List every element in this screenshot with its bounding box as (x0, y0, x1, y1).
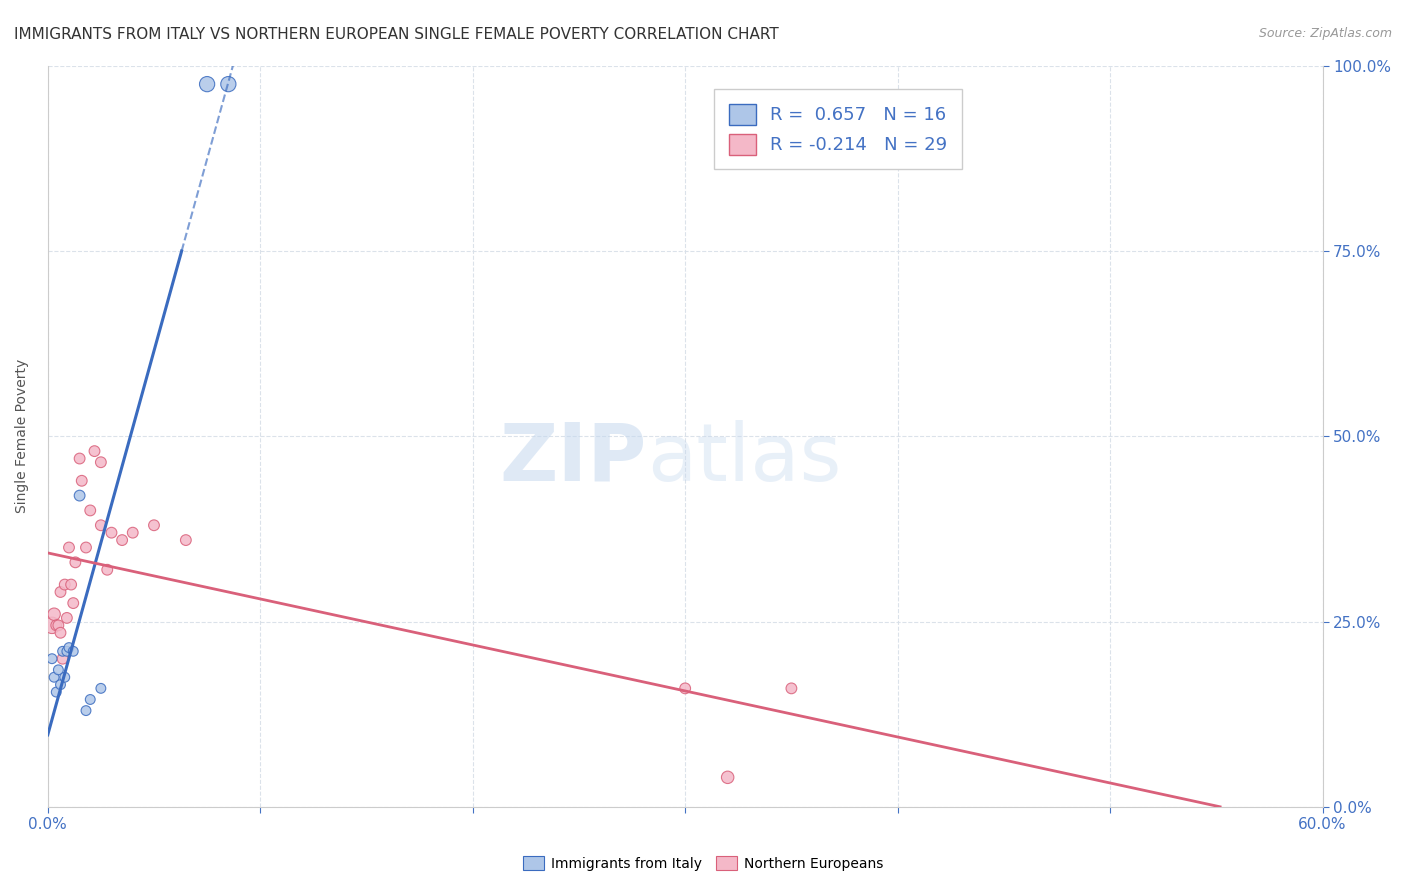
Point (49, 625, 72, 640)
Point (90, 681, 112, 696)
Legend: Immigrants from Italy, Northern Europeans: Immigrants from Italy, Northern European… (517, 850, 889, 876)
Point (121, 525, 143, 540)
Point (53, 577, 76, 591)
Point (79, 503, 101, 517)
Point (58, 640, 80, 655)
Point (83, 444, 105, 458)
Point (45, 618, 67, 632)
Point (90, 518, 112, 533)
Point (52, 651, 75, 665)
Point (45, 685, 67, 699)
Text: atlas: atlas (647, 419, 841, 498)
Point (69, 489, 91, 503)
Point (143, 518, 166, 533)
Text: ZIP: ZIP (499, 419, 647, 498)
Point (673, 681, 696, 696)
Text: Source: ZipAtlas.com: Source: ZipAtlas.com (1258, 27, 1392, 40)
Point (42, 670, 65, 684)
Point (49, 585, 72, 599)
Point (174, 533, 197, 547)
Point (41, 651, 63, 665)
Point (780, 681, 803, 696)
Point (58, 541, 80, 555)
Y-axis label: Single Female Poverty: Single Female Poverty (15, 359, 30, 514)
Point (41, 618, 63, 632)
Point (70, 474, 93, 488)
Point (217, 77, 239, 91)
Point (100, 525, 122, 540)
Point (52, 644, 75, 658)
Point (111, 533, 134, 547)
Point (195, 77, 218, 91)
Point (62, 644, 84, 658)
Point (56, 644, 79, 658)
Point (48, 663, 70, 677)
Point (56, 611, 79, 625)
Point (717, 770, 740, 784)
Point (90, 455, 112, 469)
Point (60, 577, 83, 591)
Point (49, 678, 72, 692)
Point (96, 563, 118, 577)
Point (53, 670, 76, 684)
Point (75, 704, 97, 718)
Point (42, 607, 65, 622)
Point (48, 618, 70, 632)
Point (75, 541, 97, 555)
Point (69, 451, 91, 466)
Legend: R =  0.657   N = 16, R = -0.214   N = 29: R = 0.657 N = 16, R = -0.214 N = 29 (714, 89, 962, 169)
Point (65, 555, 87, 569)
Point (62, 596, 84, 610)
Point (79, 692, 101, 706)
Text: IMMIGRANTS FROM ITALY VS NORTHERN EUROPEAN SINGLE FEMALE POVERTY CORRELATION CHA: IMMIGRANTS FROM ITALY VS NORTHERN EUROPE… (14, 27, 779, 42)
